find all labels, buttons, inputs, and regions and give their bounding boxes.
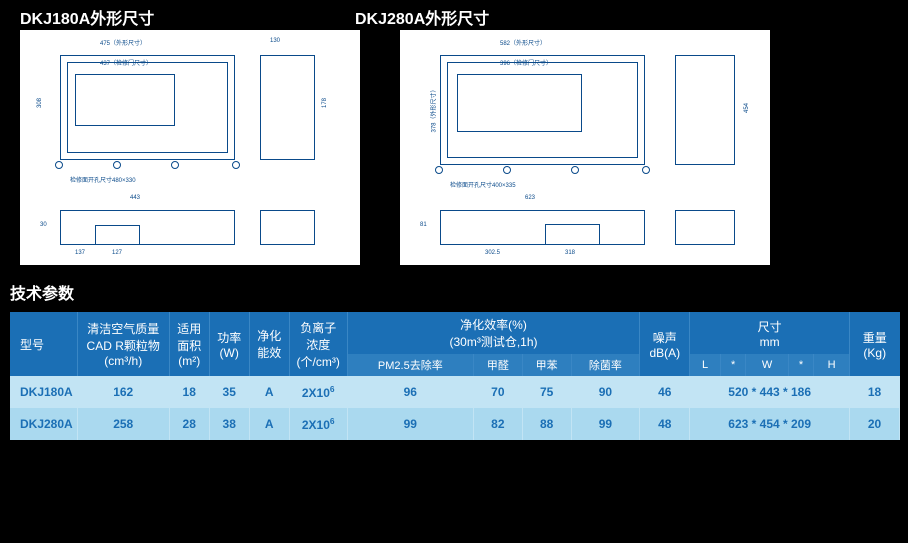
cell-benzene: 75 bbox=[522, 376, 571, 408]
spec-tbody: DKJ180A1621835A2X1069670759046520 * 443 … bbox=[10, 376, 900, 440]
cell-model: DKJ180A bbox=[10, 376, 77, 408]
cell-hcho: 82 bbox=[473, 408, 522, 440]
th-purify-group: 净化效率(%)(30m³测试仓,1h) bbox=[347, 312, 640, 354]
profile-b-left: 127 bbox=[112, 250, 122, 256]
th-hcho: 甲醛 bbox=[473, 354, 522, 376]
cell-eff: A bbox=[249, 408, 289, 440]
th-noise: 噪声dB(A) bbox=[640, 312, 690, 376]
th-star1: * bbox=[720, 354, 746, 376]
cell-noise: 48 bbox=[640, 408, 690, 440]
th-W: W bbox=[746, 354, 788, 376]
diagram-dkj180a: 475（外形尺寸） 437（检修门尺寸） 308 检修面开孔尺寸480×330 … bbox=[20, 30, 360, 265]
diagram-dkj280a: 582（外形尺寸） 396（检修门尺寸） 378（外形尺寸） 检修面开孔尺寸40… bbox=[400, 30, 770, 265]
profile-h-left: 30 bbox=[40, 222, 47, 228]
cell-bacteria: 90 bbox=[571, 376, 640, 408]
cell-area: 28 bbox=[169, 408, 209, 440]
cell-hcho: 70 bbox=[473, 376, 522, 408]
title-left: DKJ180A外形尺寸 bbox=[20, 5, 154, 29]
profile-h-right: 81 bbox=[420, 222, 427, 228]
cell-pm25: 96 bbox=[347, 376, 473, 408]
cell-weight: 20 bbox=[850, 408, 900, 440]
cell-ion: 2X106 bbox=[289, 408, 347, 440]
cell-benzene: 88 bbox=[522, 408, 571, 440]
dim-side-r: 454 bbox=[744, 103, 750, 113]
th-star2: * bbox=[788, 354, 814, 376]
cell-size: 623 * 454 * 209 bbox=[690, 408, 850, 440]
th-weight: 重量(Kg) bbox=[850, 312, 900, 376]
cell-weight: 18 bbox=[850, 376, 900, 408]
title-right: DKJ280A外形尺寸 bbox=[355, 5, 489, 29]
note-left: 检修面开孔尺寸480×330 bbox=[70, 175, 136, 184]
cell-cadr: 258 bbox=[77, 408, 169, 440]
spec-table: 型号 清洁空气质量CAD R颗粒物(cm³/h) 适用面积(m²) 功率(W) … bbox=[10, 312, 900, 440]
profile-b-right: 318 bbox=[565, 250, 575, 256]
dim-door-right: 396（检修门尺寸） bbox=[500, 58, 552, 67]
cell-pm25: 99 bbox=[347, 408, 473, 440]
th-bacteria: 除菌率 bbox=[571, 354, 640, 376]
dim-w-left: 475（外形尺寸） bbox=[100, 38, 146, 47]
th-ion: 负离子浓度(个/cm³) bbox=[289, 312, 347, 376]
dim-w-right: 582（外形尺寸） bbox=[500, 38, 546, 47]
th-cadr: 清洁空气质量CAD R颗粒物(cm³/h) bbox=[77, 312, 169, 376]
profile-a-left: 137 bbox=[75, 250, 85, 256]
dim-side-w: 130 bbox=[270, 38, 280, 44]
profile-a-right: 302.5 bbox=[485, 250, 500, 256]
th-power: 功率(W) bbox=[209, 312, 249, 376]
cell-ion: 2X106 bbox=[289, 376, 347, 408]
th-eff: 净化能效 bbox=[249, 312, 289, 376]
dim-door-left: 437（检修门尺寸） bbox=[100, 58, 152, 67]
th-H: H bbox=[814, 354, 850, 376]
cell-area: 18 bbox=[169, 376, 209, 408]
note-right: 检修面开孔尺寸400×335 bbox=[450, 180, 516, 189]
th-model: 型号 bbox=[10, 312, 77, 376]
profile-w-left: 443 bbox=[130, 195, 140, 201]
cell-size: 520 * 443 * 186 bbox=[690, 376, 850, 408]
table-row: DKJ180A1621835A2X1069670759046520 * 443 … bbox=[10, 376, 900, 408]
table-row: DKJ280A2582838A2X1069982889948623 * 454 … bbox=[10, 408, 900, 440]
dim-h-left: 308 bbox=[37, 98, 43, 108]
th-benzene: 甲苯 bbox=[522, 354, 571, 376]
tech-title: 技术参数 bbox=[10, 280, 74, 304]
dim-side-h: 178 bbox=[322, 98, 328, 108]
profile-w-right: 623 bbox=[525, 195, 535, 201]
spec-thead: 型号 清洁空气质量CAD R颗粒物(cm³/h) 适用面积(m²) 功率(W) … bbox=[10, 312, 900, 376]
cell-bacteria: 99 bbox=[571, 408, 640, 440]
cell-power: 38 bbox=[209, 408, 249, 440]
th-L: L bbox=[690, 354, 721, 376]
th-pm25: PM2.5去除率 bbox=[347, 354, 473, 376]
cell-model: DKJ280A bbox=[10, 408, 77, 440]
cell-noise: 46 bbox=[640, 376, 690, 408]
cell-cadr: 162 bbox=[77, 376, 169, 408]
dim-h-right: 378（外形尺寸） bbox=[429, 86, 438, 132]
th-area: 适用面积(m²) bbox=[169, 312, 209, 376]
cell-eff: A bbox=[249, 376, 289, 408]
cell-power: 35 bbox=[209, 376, 249, 408]
diagram-row: 475（外形尺寸） 437（检修门尺寸） 308 检修面开孔尺寸480×330 … bbox=[0, 30, 908, 265]
th-size: 尺寸mm bbox=[690, 312, 850, 354]
